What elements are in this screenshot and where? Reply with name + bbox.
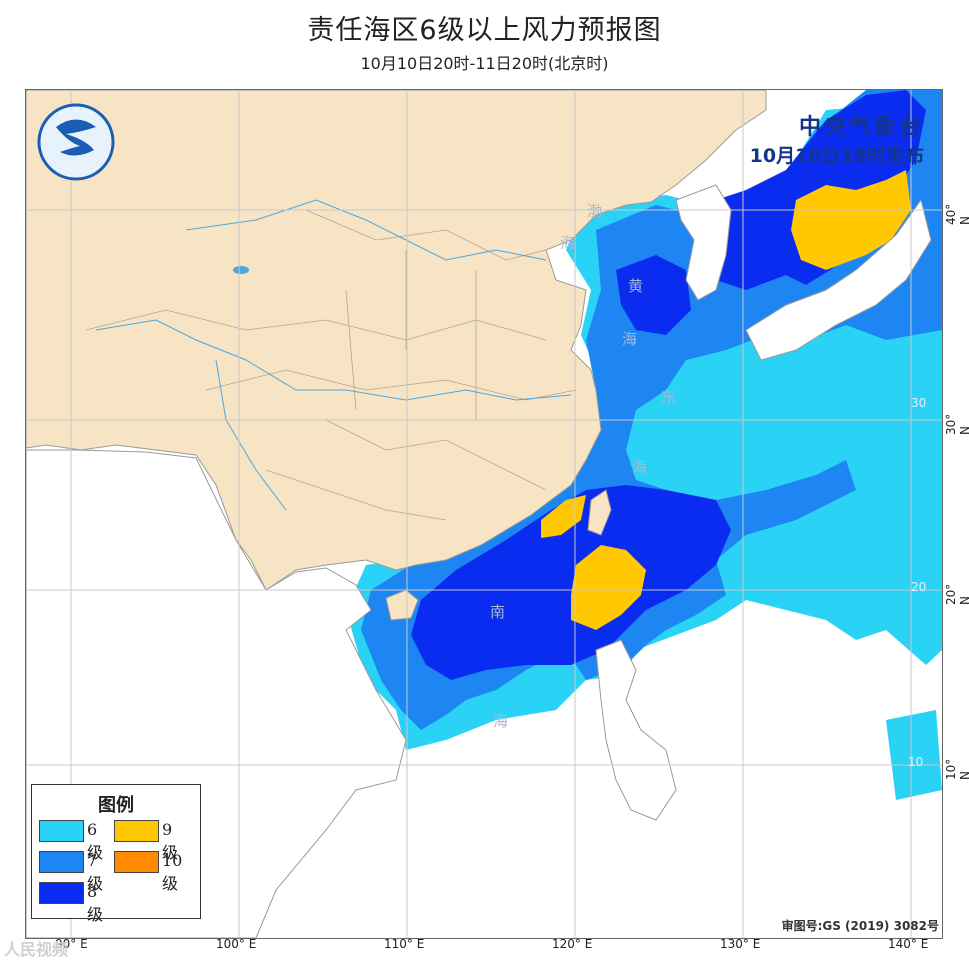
legend-label-8: 8级 xyxy=(87,882,104,924)
forecast-map: 中央气象台 10月10日18时发布 渤 海 黄 海 东 海 南 海 30 20 … xyxy=(25,89,943,939)
sea-label-east-2: 海 xyxy=(632,458,648,476)
lat-label-40: 40° N xyxy=(944,203,969,225)
inner-lat-30: 30 xyxy=(911,396,927,410)
legend-label-7: 7级 xyxy=(87,851,104,893)
cma-logo-icon xyxy=(37,103,115,181)
legend-swatch-10 xyxy=(114,851,159,873)
wind-level-8-area-south xyxy=(411,485,731,680)
wind-level-8-area-korea xyxy=(696,90,926,290)
inner-lat-20: 20 xyxy=(911,580,927,594)
lat-label-10: 10° N xyxy=(944,758,969,780)
legend-swatch-8 xyxy=(39,882,84,904)
issue-time: 10月10日18时发布 xyxy=(749,145,924,167)
agency-name: 中央气象台 xyxy=(798,115,924,140)
legend-label-9: 9级 xyxy=(162,820,179,862)
taiwan-island xyxy=(587,489,612,536)
lon-label-120: 120° E xyxy=(552,937,593,951)
sea-label-bohai-1: 渤 xyxy=(587,202,603,220)
forecast-period: 10月10日20时-11日20时(北京时) xyxy=(360,54,609,73)
wind-level-9-area-japan-sea xyxy=(791,170,911,270)
legend-swatch-7 xyxy=(39,851,84,873)
japan-islands xyxy=(745,198,932,361)
map-legend: 图例 6级 9级 7级 10级 8级 xyxy=(31,784,201,924)
legend-swatch-9 xyxy=(114,820,159,842)
legend-swatch-6 xyxy=(39,820,84,842)
sea-label-yellow-2: 海 xyxy=(622,330,638,348)
rivers xyxy=(95,199,572,511)
wind-level-6-area-east xyxy=(886,710,942,800)
lon-label-140: 140° E xyxy=(888,937,929,951)
issuing-agency: 中央气象台 10月10日18时发布 xyxy=(750,114,924,170)
legend-title: 图例 xyxy=(98,795,134,816)
sea-label-yellow-1: 黄 xyxy=(628,277,644,295)
lon-label-90: 90° E xyxy=(55,937,88,951)
lon-label-100: 100° E xyxy=(216,937,257,951)
inner-lat-10: 10 xyxy=(908,755,924,769)
legend-label-6: 6级 xyxy=(87,820,104,862)
watermark: 人民视频 xyxy=(4,940,69,959)
hainan-island xyxy=(385,589,419,621)
sea-label-east-1: 东 xyxy=(661,388,677,406)
legend-label-10: 10级 xyxy=(162,851,183,893)
lat-label-20: 20° N xyxy=(944,583,969,605)
wind-level-9-area-bashi xyxy=(571,545,646,630)
korea-peninsula xyxy=(675,184,732,301)
sea-label-bohai-2: 海 xyxy=(560,234,576,252)
lat-label-30: 30° N xyxy=(944,413,969,435)
sea-label-south-1: 南 xyxy=(490,603,506,621)
map-approval-number: 审图号:GS (2019) 3082号 xyxy=(781,919,939,933)
china-land xyxy=(26,90,767,591)
wind-level-8-area-yellowsea xyxy=(616,255,691,335)
qinghai-lake xyxy=(233,266,249,274)
philippines-islands xyxy=(595,639,677,821)
map-title: 责任海区6级以上风力预报图 xyxy=(307,15,662,46)
lon-label-130: 130° E xyxy=(720,937,761,951)
lon-label-110: 110° E xyxy=(384,937,425,951)
sea-label-south-2: 海 xyxy=(493,712,509,730)
